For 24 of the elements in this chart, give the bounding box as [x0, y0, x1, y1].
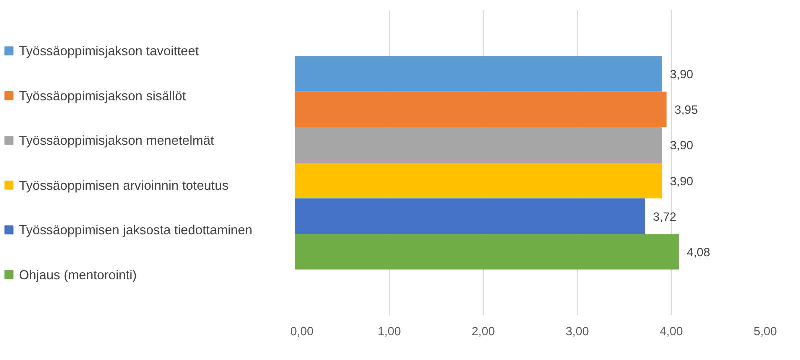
x-tick-label: 0,00	[290, 324, 314, 338]
data-label: 3,90	[670, 138, 694, 153]
x-tick-label: 1,00	[378, 324, 402, 338]
legend-label: Ohjaus (mentorointi)	[19, 267, 137, 282]
x-tick-label: 3,00	[566, 324, 590, 338]
x-tick-label: 2,00	[472, 324, 496, 338]
bar	[296, 56, 662, 92]
legend-label: Työssäoppimisen arvioinnin toteutus	[19, 178, 230, 193]
legend-label: Työssäoppimisjakson menetelmät	[19, 133, 215, 148]
data-label: 3,90	[670, 68, 694, 82]
legend-label: Työssäoppimisjakson sisällöt	[19, 88, 186, 104]
bar	[296, 234, 680, 270]
x-tick-label: 5,00	[754, 324, 778, 338]
bar	[296, 92, 667, 128]
x-tick-label: 4,00	[660, 324, 684, 338]
data-label: 4,08	[687, 245, 711, 260]
bar	[296, 198, 646, 234]
legend-label: Työssäoppimisjakson tavoitteet	[19, 44, 200, 59]
legend-label: Työssäoppimisen jaksosta tiedottaminen	[19, 222, 253, 238]
data-label: 3,95	[674, 103, 698, 118]
bar	[296, 127, 662, 163]
bar	[296, 163, 662, 199]
data-label: 3,72	[653, 210, 677, 224]
data-label: 3,90	[670, 174, 694, 188]
